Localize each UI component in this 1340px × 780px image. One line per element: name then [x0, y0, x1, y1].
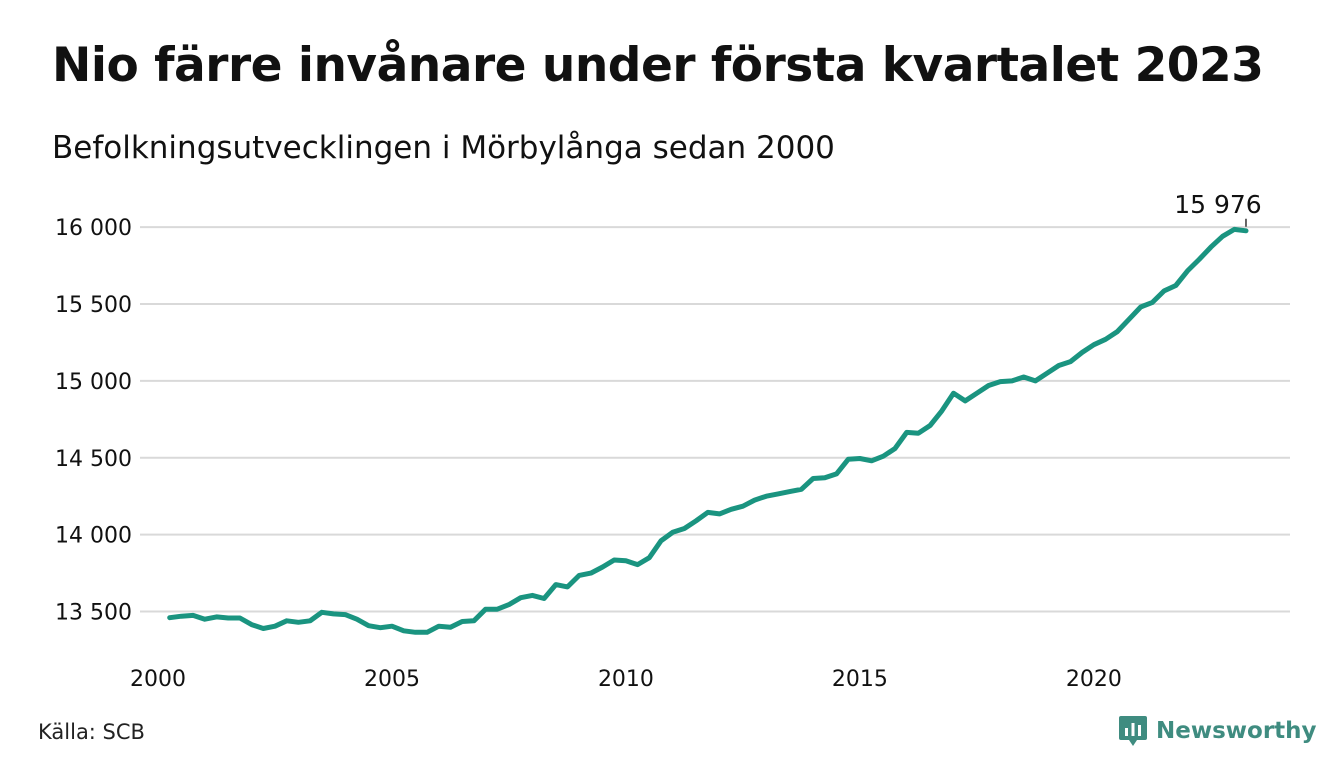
x-axis: 2000 2005 2010 2015 2020: [130, 667, 1122, 692]
brand-name: Newsworthy: [1156, 718, 1317, 744]
x-tick-label: 2020: [1066, 667, 1122, 692]
series-line: [167, 226, 1249, 635]
series-group: [167, 226, 1249, 635]
annotation-group: 15 976: [1174, 190, 1262, 227]
y-tick-label: 14 000: [55, 524, 132, 549]
x-tick-label: 2015: [832, 667, 888, 692]
y-tick-label: 14 500: [55, 447, 132, 472]
chart-subtitle: Befolkningsutvecklingen i Mörbylånga sed…: [52, 130, 835, 166]
brand-logo[interactable]: Newsworthy: [1118, 714, 1317, 748]
y-tick-label: 15 500: [55, 293, 132, 318]
y-tick-label: 16 000: [55, 216, 132, 241]
y-tick-label: 15 000: [55, 370, 132, 395]
gridlines: [140, 226, 1290, 613]
newsworthy-logo-icon: [1119, 716, 1147, 746]
annotation-label: 15 976: [1174, 190, 1261, 219]
x-tick-label: 2010: [598, 667, 654, 692]
source-label: Källa: SCB: [38, 720, 145, 744]
y-axis: 13 500 14 000 14 500 15 000 16 000 15 500: [55, 216, 132, 625]
y-tick-label: 13 500: [55, 601, 132, 626]
x-tick-label: 2000: [130, 667, 186, 692]
chart-title: Nio färre invånare under första kvartale…: [52, 38, 1264, 93]
x-tick-label: 2005: [364, 667, 420, 692]
